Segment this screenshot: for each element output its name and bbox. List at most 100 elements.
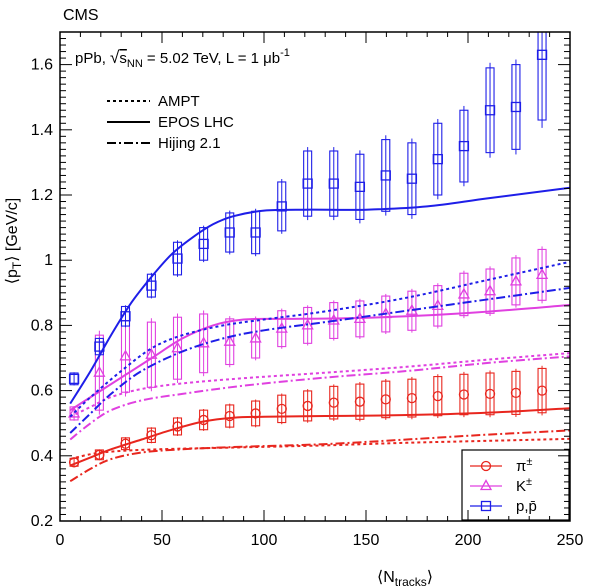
data-point <box>406 392 418 404</box>
data-point <box>458 389 470 400</box>
data-point <box>328 178 339 189</box>
series-1 <box>67 246 570 441</box>
data-point <box>484 388 496 400</box>
model-curve-hijing-2.1 <box>69 355 570 441</box>
experiment-label: CMS <box>63 7 99 24</box>
data-point <box>120 311 131 322</box>
data-point <box>483 284 497 296</box>
data-point <box>224 227 235 238</box>
data-point <box>354 181 366 193</box>
y-axis-label-post: ⟩ [GeV/c] <box>4 198 21 262</box>
data-point <box>535 268 549 280</box>
x-axis-label-post: ⟩ <box>427 569 433 586</box>
series-legend-name: K <box>516 478 526 495</box>
data-point <box>68 457 80 468</box>
data-point <box>172 253 183 264</box>
x-tick-label: 100 <box>251 532 278 549</box>
series-legend-name: π <box>516 458 526 475</box>
data-point <box>354 396 366 407</box>
x-tick-label: 50 <box>153 532 171 549</box>
data-point <box>119 349 132 361</box>
data-point <box>223 334 236 346</box>
x-tick-label: 250 <box>557 532 584 549</box>
series-legend-name: p,p̄ <box>516 498 537 515</box>
plot-frame <box>59 31 571 522</box>
series-legend: π±K±p,p̄ <box>461 449 570 521</box>
data-point <box>510 101 522 113</box>
x-axis-label-sub: tracks <box>395 575 427 587</box>
data-point <box>198 238 209 250</box>
data-layer <box>67 32 570 483</box>
data-point <box>509 274 523 286</box>
series-legend-item: K± <box>470 476 532 495</box>
data-point <box>250 227 261 238</box>
data-point <box>432 390 443 402</box>
header-rest: = 5.02 TeV, L = 1 μb <box>143 50 280 67</box>
data-point <box>94 341 105 352</box>
data-point <box>276 201 287 212</box>
data-point <box>302 178 313 189</box>
y-tick-label: 0.6 <box>31 383 53 400</box>
data-point <box>536 49 548 60</box>
y-axis-label-pre: ⟨p <box>4 269 21 284</box>
y-tick-label: 1.4 <box>31 122 53 139</box>
data-point <box>328 397 339 408</box>
series-2 <box>68 32 570 434</box>
series-legend-label: K± <box>516 476 532 495</box>
y-axis-label: ⟨pT⟩ [GeV/c] <box>4 198 24 285</box>
data-point <box>380 170 391 181</box>
y-tick-label: 1 <box>44 252 53 269</box>
data-point <box>380 394 391 405</box>
series-legend-item: p,p̄ <box>470 498 537 515</box>
series-legend-sup: ± <box>526 456 532 468</box>
data-point <box>145 347 158 359</box>
data-point <box>120 438 131 449</box>
model-legend-label: AMPT <box>158 93 200 110</box>
data-point <box>146 430 157 441</box>
header-s: s <box>119 50 127 67</box>
model-curve-hijing-2.1 <box>69 429 570 483</box>
data-point <box>146 280 157 291</box>
data-point <box>224 410 235 422</box>
data-point <box>67 406 81 418</box>
data-point <box>301 318 314 330</box>
y-tick-label: 1.6 <box>31 57 53 74</box>
data-point <box>250 408 261 419</box>
y-tick-label: 0.4 <box>31 448 53 465</box>
series-legend-marker <box>480 460 492 472</box>
x-axis-label: ⟨Ntracks⟩ <box>377 569 433 587</box>
header-sqrt: √ <box>110 48 120 67</box>
y-tick-label: 1.2 <box>31 187 53 204</box>
y-tick-label: 0.2 <box>31 513 53 530</box>
data-point <box>172 421 183 432</box>
model-curve-hijing-2.1 <box>69 286 570 434</box>
y-tick-label: 0.8 <box>31 317 53 334</box>
data-point <box>68 373 80 385</box>
axis-ticks: 0 50 100 150 200 250 0.2 0.4 0.6 0.8 1 1.2 1.4 1.6 <box>31 32 584 549</box>
data-point <box>276 403 287 415</box>
series-legend-marker <box>479 479 493 491</box>
header-prefix: pPb, <box>75 50 110 67</box>
series-legend-box <box>461 449 570 521</box>
model-curve-ampt <box>69 260 570 418</box>
data-point <box>302 400 313 412</box>
data-point <box>457 287 471 299</box>
chart-header: pPb, √sNN = 5.02 TeV, L = 1 μb-1 <box>75 47 290 70</box>
data-point <box>198 414 209 426</box>
data-point <box>406 173 418 184</box>
data-point <box>94 449 105 460</box>
header-sub: NN <box>127 58 143 70</box>
data-point <box>431 299 444 310</box>
x-axis-label-pre: ⟨N <box>377 569 395 586</box>
data-point <box>510 387 522 399</box>
y-axis-label-sub: T <box>10 261 24 269</box>
series-legend-item: π± <box>470 456 532 475</box>
series-legend-sup: ± <box>526 476 532 488</box>
model-curve-ampt <box>69 437 570 461</box>
series-legend-marker <box>480 500 492 512</box>
model-curve-epos-lhc <box>69 186 570 405</box>
data-point <box>379 307 392 319</box>
series-legend-label: π± <box>516 456 532 475</box>
